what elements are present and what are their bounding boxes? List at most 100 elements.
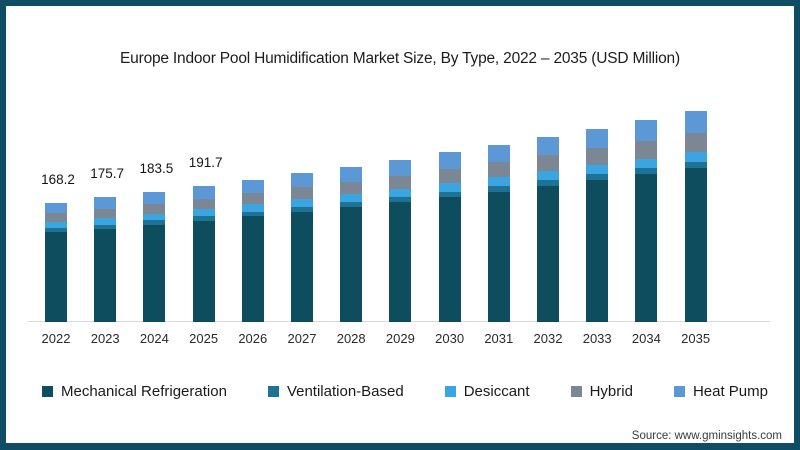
x-tick-2024: 2024 <box>139 331 169 346</box>
x-tick-2031: 2031 <box>484 331 514 346</box>
legend-swatch-ventilation-based <box>267 386 279 397</box>
bar-segment-ventilation-based <box>241 211 264 217</box>
bar-segment-desiccant <box>684 151 707 162</box>
bar-segment-ventilation-based <box>586 174 609 181</box>
bar-2022 <box>45 202 67 322</box>
bar-segment-desiccant <box>241 204 264 212</box>
bar-segment-mechanical-refrigeration <box>340 206 363 322</box>
legend-item-ventilation-based: Ventilation-Based <box>267 383 404 400</box>
bar-segment-heat-pump <box>635 120 658 141</box>
legend-item-desiccant: Desiccant <box>444 383 530 400</box>
legend-item-mechanical-refrigeration: Mechanical Refrigeration <box>42 383 227 400</box>
bar-segment-heat-pump <box>537 136 559 156</box>
value-label-2022: 168.2 <box>41 171 75 187</box>
x-tick-2032: 2032 <box>533 331 563 346</box>
bar-segment-heat-pump <box>192 185 215 199</box>
bar-segment-ventilation-based <box>487 186 510 192</box>
bar-segment-heat-pump <box>586 128 609 149</box>
bar-segment-hybrid <box>684 132 707 152</box>
x-tick-2030: 2030 <box>435 331 465 346</box>
bar-segment-hybrid <box>586 148 609 166</box>
bar-segment-desiccant <box>389 188 412 198</box>
bar-segment-hybrid <box>241 193 264 205</box>
bar-segment-heat-pump <box>94 197 117 209</box>
x-tick-2026: 2026 <box>238 331 268 346</box>
bar-segment-hybrid <box>143 203 166 214</box>
bar-segment-mechanical-refrigeration <box>684 167 707 322</box>
bar-segment-mechanical-refrigeration <box>635 174 658 322</box>
legend-swatch-mechanical-refrigeration <box>42 386 53 397</box>
bar-segment-desiccant <box>94 218 117 225</box>
bar-segment-mechanical-refrigeration <box>487 191 510 322</box>
bar-segment-desiccant <box>438 183 461 192</box>
legend-label-desiccant: Desiccant <box>463 383 530 400</box>
bar-segment-heat-pump <box>340 166 363 182</box>
bar-segment-hybrid <box>45 213 67 223</box>
bar-segment-hybrid <box>635 140 658 159</box>
bar-segment-desiccant <box>45 222 67 229</box>
legend-item-hybrid: Hybrid <box>570 383 633 400</box>
legend-swatch-desiccant <box>444 386 456 397</box>
bar-segment-ventilation-based <box>143 220 166 225</box>
bar-segment-hybrid <box>192 198 215 210</box>
value-label-2024: 183.5 <box>139 160 174 176</box>
x-tick-2025: 2025 <box>189 331 219 346</box>
bar-2032 <box>537 136 559 322</box>
bar-segment-mechanical-refrigeration <box>94 228 117 322</box>
bar-segment-mechanical-refrigeration <box>143 224 166 322</box>
bar-2024 <box>143 191 166 322</box>
bar-segment-heat-pump <box>487 144 510 163</box>
bar-segment-heat-pump <box>684 110 707 133</box>
bar-segment-heat-pump <box>438 152 461 170</box>
bar-segment-ventilation-based <box>45 228 67 233</box>
legend-swatch-heat-pump <box>673 386 685 397</box>
x-tick-2029: 2029 <box>385 331 415 346</box>
legend-label-mechanical-refrigeration: Mechanical Refrigeration <box>61 383 227 400</box>
bar-segment-mechanical-refrigeration <box>192 220 215 322</box>
source-attribution: Source: www.gminsights.com <box>631 430 782 442</box>
bar-2030 <box>438 152 461 322</box>
bar-segment-desiccant <box>192 209 215 217</box>
bar-segment-ventilation-based <box>389 197 412 203</box>
x-tick-2022: 2022 <box>41 331 71 346</box>
bar-2029 <box>389 159 412 322</box>
legend-label-ventilation-based: Ventilation-Based <box>286 383 404 400</box>
legend: Mechanical Refrigeration Ventilation-Base… <box>42 383 768 400</box>
bar-segment-desiccant <box>635 158 658 169</box>
bar-segment-hybrid <box>340 181 363 195</box>
x-tick-2028: 2028 <box>336 331 366 346</box>
bar-2033 <box>586 128 609 322</box>
bar-segment-desiccant <box>143 213 166 221</box>
bar-2027 <box>291 173 313 322</box>
bar-segment-heat-pump <box>291 173 313 188</box>
bar-segment-hybrid <box>537 155 559 172</box>
bar-2026 <box>241 179 264 322</box>
value-label-2025: 191.7 <box>188 154 223 170</box>
x-tick-2034: 2034 <box>631 331 661 346</box>
bar-segment-mechanical-refrigeration <box>586 180 609 322</box>
x-tick-2027: 2027 <box>287 331 317 346</box>
bar-segment-hybrid <box>94 208 117 219</box>
bar-segment-desiccant <box>340 194 363 203</box>
plot-area: 2022 168.2 2023 175.7 2024 183.5 2025 191.7 2026… <box>6 6 794 442</box>
chart-title: Europe Indoor Pool Humidification Market… <box>120 50 680 67</box>
bar-2031 <box>487 144 510 322</box>
bar-segment-ventilation-based <box>684 161 707 168</box>
legend-item-heat-pump: Heat Pump <box>673 383 768 400</box>
bar-segment-heat-pump <box>389 159 412 176</box>
bar-segment-ventilation-based <box>635 168 658 175</box>
bar-segment-hybrid <box>487 162 510 178</box>
bar-segment-mechanical-refrigeration <box>291 211 313 322</box>
bar-segment-mechanical-refrigeration <box>45 232 67 322</box>
bar-segment-heat-pump <box>143 191 166 204</box>
bar-segment-ventilation-based <box>94 224 117 229</box>
bar-2028 <box>340 166 363 322</box>
bar-segment-desiccant <box>537 171 559 181</box>
x-tick-2033: 2033 <box>582 331 612 346</box>
value-label-2023: 175.7 <box>90 166 125 182</box>
legend-swatch-hybrid <box>570 386 582 397</box>
bar-segment-hybrid <box>389 175 412 189</box>
bar-segment-desiccant <box>291 199 313 207</box>
bar-segment-ventilation-based <box>537 180 559 186</box>
